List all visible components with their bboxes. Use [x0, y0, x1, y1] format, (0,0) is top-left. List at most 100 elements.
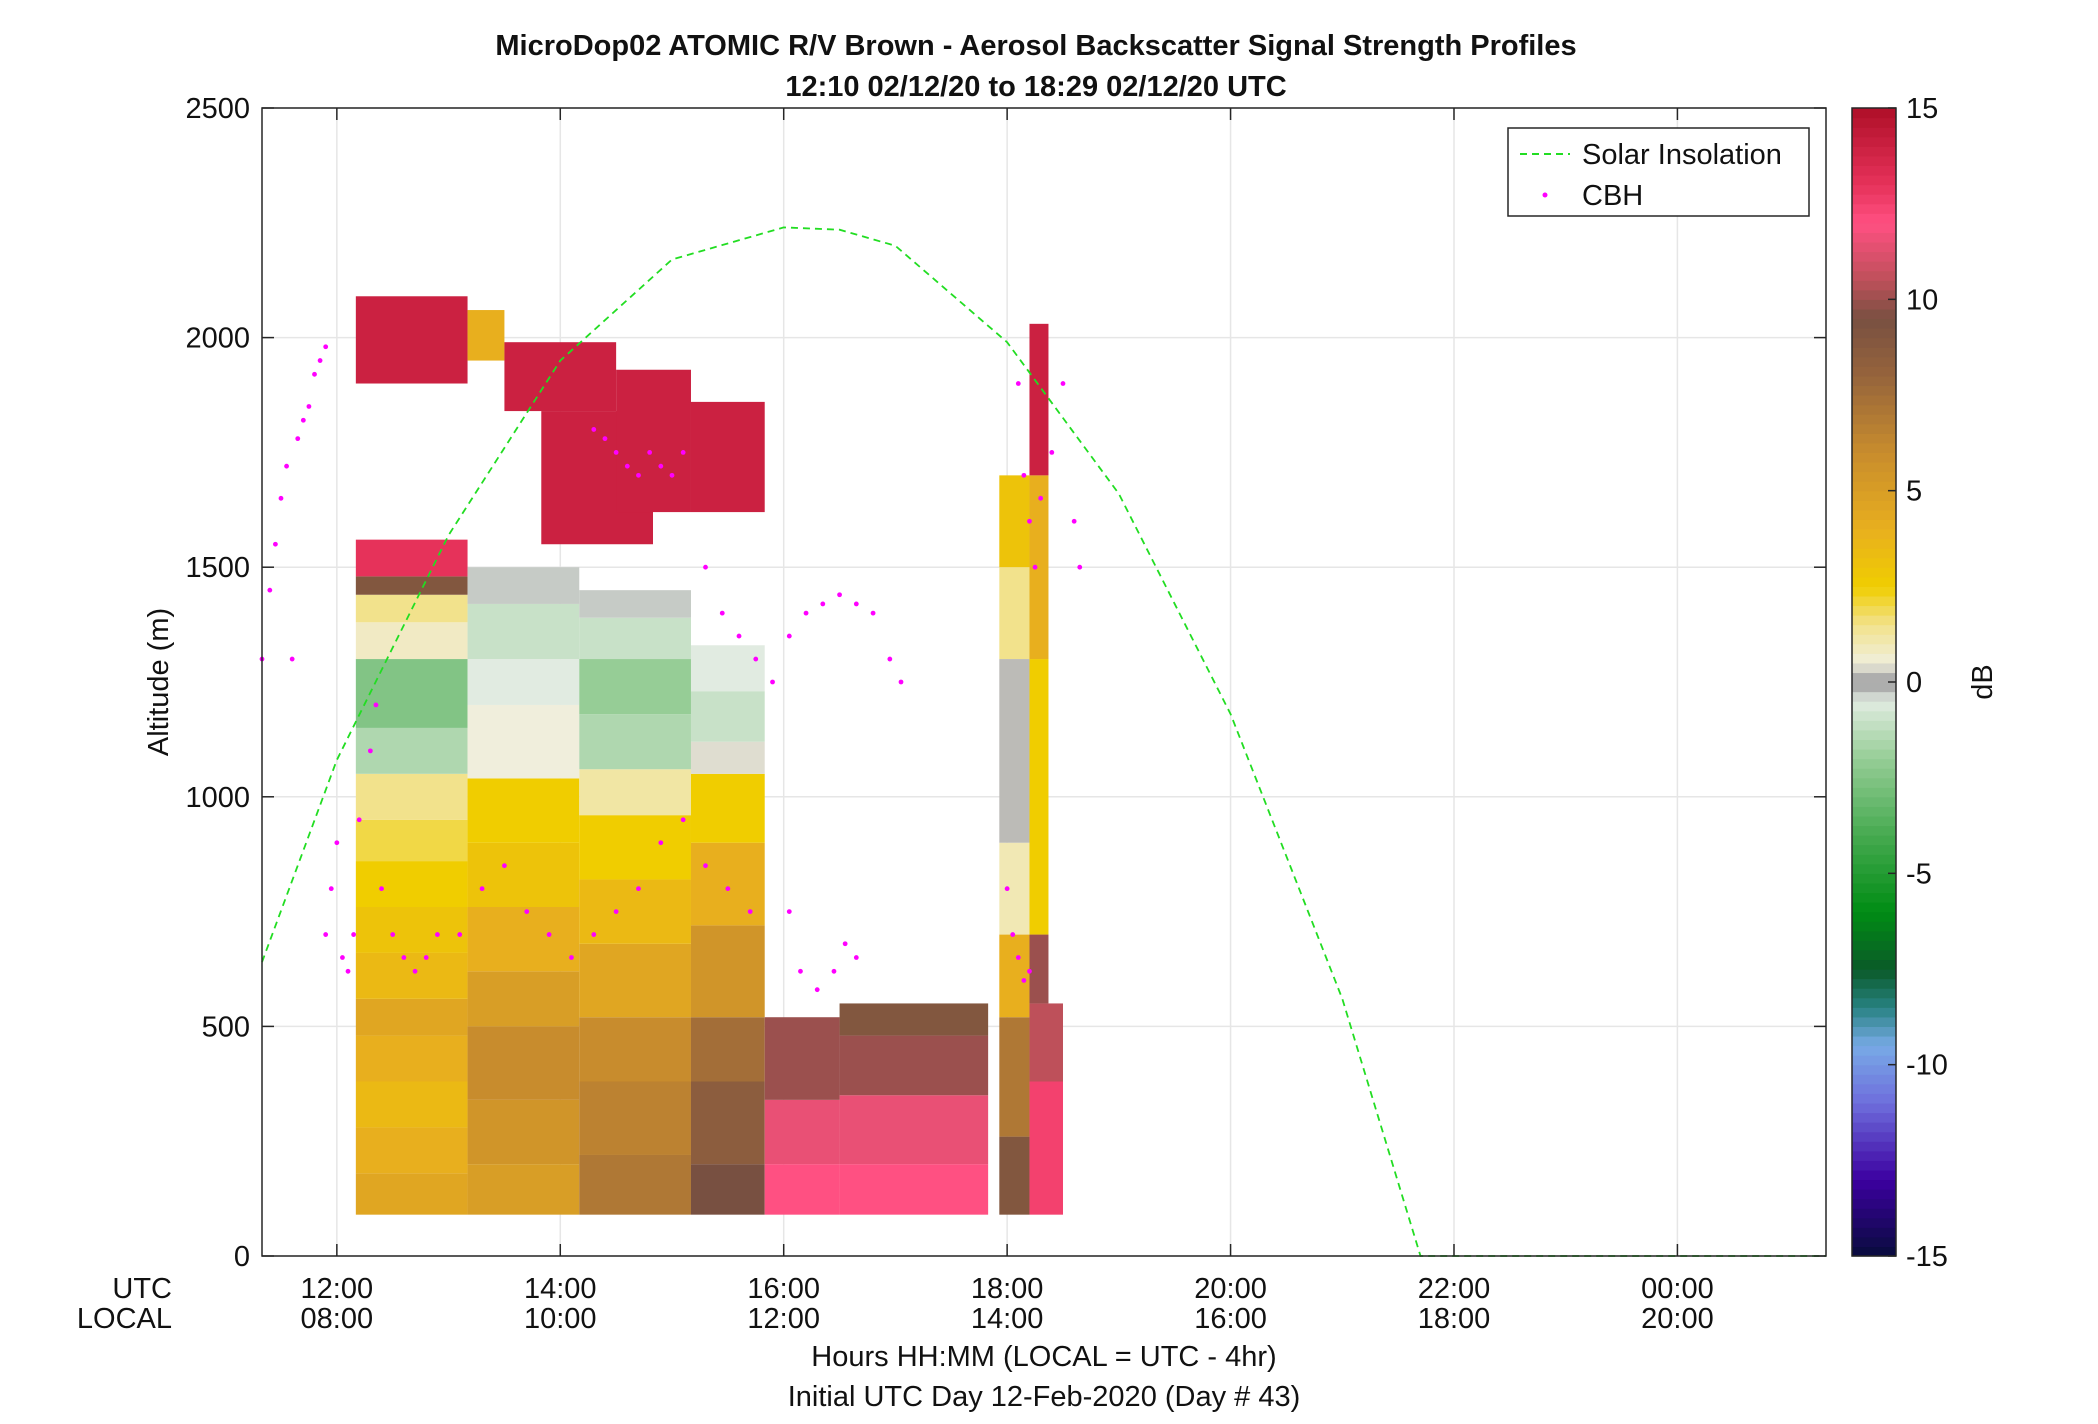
cbh-point [853, 601, 859, 607]
cbh-point [837, 592, 842, 598]
cbh-point [853, 955, 859, 960]
heatmap-cell [1029, 659, 1049, 935]
colorbar-swatch [1852, 576, 1896, 587]
colorbar-swatch [1852, 739, 1896, 750]
colorbar-swatch [1852, 1246, 1896, 1257]
heatmap-cell [467, 659, 580, 705]
heatmap-cell [355, 659, 468, 728]
colorbar-swatch [1852, 1131, 1896, 1142]
colorbar-swatch [1852, 729, 1896, 740]
cbh-point [328, 886, 334, 892]
plot-frame [261, 107, 1827, 1257]
heatmap-cell [355, 576, 468, 595]
heatmap-cell [355, 1127, 468, 1174]
heatmap-cell [999, 1017, 1030, 1137]
heatmap-cell [690, 645, 765, 692]
cbh-point [1021, 978, 1027, 983]
cbh-point [345, 968, 351, 974]
heatmap-cell [579, 1017, 691, 1082]
legend-cbh-swatch [1542, 192, 1548, 198]
heatmap-cell [467, 704, 580, 779]
colorbar-swatch [1852, 213, 1896, 224]
colorbar-swatch [1852, 232, 1896, 243]
heatmap-cell [690, 773, 765, 843]
heatmap-cell [999, 1136, 1030, 1215]
colorbar-swatch [1852, 251, 1896, 262]
colorbar-swatch [1852, 844, 1896, 855]
colorbar-swatch [1852, 1150, 1896, 1161]
cbh-point [479, 886, 485, 892]
cbh-point [703, 863, 708, 869]
x-tick-label-utc: 00:00 [1641, 1273, 1714, 1305]
colorbar-swatch [1852, 911, 1896, 922]
colorbar-swatch [1852, 1035, 1896, 1047]
cbh-point [524, 909, 530, 914]
colorbar-swatch [1852, 375, 1896, 387]
heatmap-cell [579, 1154, 691, 1215]
heatmap-cell [467, 778, 580, 843]
colorbar-swatch [1852, 1236, 1896, 1248]
colorbar-swatch [1852, 108, 1896, 119]
cbh-point [624, 463, 630, 469]
colorbar [1852, 108, 1896, 1257]
cbh-point [390, 932, 396, 937]
legend-box [1507, 127, 1810, 217]
cbh-point [323, 932, 329, 937]
heatmap-cell [355, 622, 468, 660]
cbh-point [312, 371, 317, 377]
colorbar-swatch [1852, 165, 1896, 176]
heatmap-cell [355, 1081, 468, 1128]
cbh-point [278, 495, 284, 501]
cbh-point [703, 564, 708, 570]
colorbar-swatch [1852, 442, 1896, 453]
heatmap-cell [579, 659, 691, 715]
x-axis-ticks: 12:0008:0014:0010:0016:0012:0018:0014:00… [301, 108, 1714, 1335]
cbh-point [680, 817, 686, 823]
cbh-point [1038, 495, 1044, 501]
x-tick-label-local: 08:00 [301, 1303, 374, 1335]
heatmap-cell [999, 842, 1030, 935]
heatmap-cell [764, 1017, 840, 1100]
colorbar-swatch [1852, 1112, 1896, 1123]
heatmap-cell [839, 1003, 989, 1036]
colorbar-swatch [1852, 337, 1896, 348]
colorbar-swatch [1852, 452, 1896, 463]
cbh-point [1015, 955, 1021, 960]
colorbar-swatch [1852, 691, 1896, 702]
colorbar-swatch [1852, 433, 1896, 444]
colorbar-swatch [1852, 777, 1896, 788]
cbh-point [613, 909, 619, 914]
heatmap-cell [690, 1081, 765, 1165]
colorbar-swatch [1852, 892, 1896, 903]
colorbar-swatch [1852, 806, 1896, 817]
colorbar-swatch [1852, 605, 1896, 616]
cbh-point [306, 404, 312, 409]
backscatter-heatmap [355, 296, 1063, 1215]
colorbar-swatch [1852, 395, 1896, 406]
colorbar-swatch [1852, 289, 1896, 300]
colorbar-swatch [1852, 586, 1896, 597]
colorbar-swatch [1852, 1026, 1896, 1037]
cbh-point [636, 472, 641, 478]
colorbar-swatch [1852, 969, 1896, 980]
colorbar-tick-label: -10 [1906, 1050, 1948, 1082]
heatmap-cell [616, 369, 691, 513]
heatmap-cell [1029, 475, 1049, 660]
cbh-point [786, 909, 792, 914]
cbh-point [602, 436, 608, 442]
cbh-point [323, 344, 329, 350]
cbh-point [613, 450, 619, 455]
colorbar-tick-label: -15 [1906, 1241, 1948, 1273]
cbh-point [1010, 932, 1016, 937]
colorbar-swatch [1852, 662, 1896, 674]
colorbar-swatch [1852, 624, 1896, 635]
colorbar-tick-label: -5 [1906, 858, 1932, 890]
colorbar-swatch [1852, 959, 1896, 970]
colorbar-swatch [1852, 481, 1896, 492]
heatmap-cell [355, 819, 468, 862]
legend-cbh-label: CBH [1582, 180, 1643, 212]
colorbar-swatch [1852, 328, 1896, 339]
cbh-point [1077, 564, 1083, 570]
cbh-point [591, 932, 597, 937]
cbh-point [680, 450, 686, 455]
